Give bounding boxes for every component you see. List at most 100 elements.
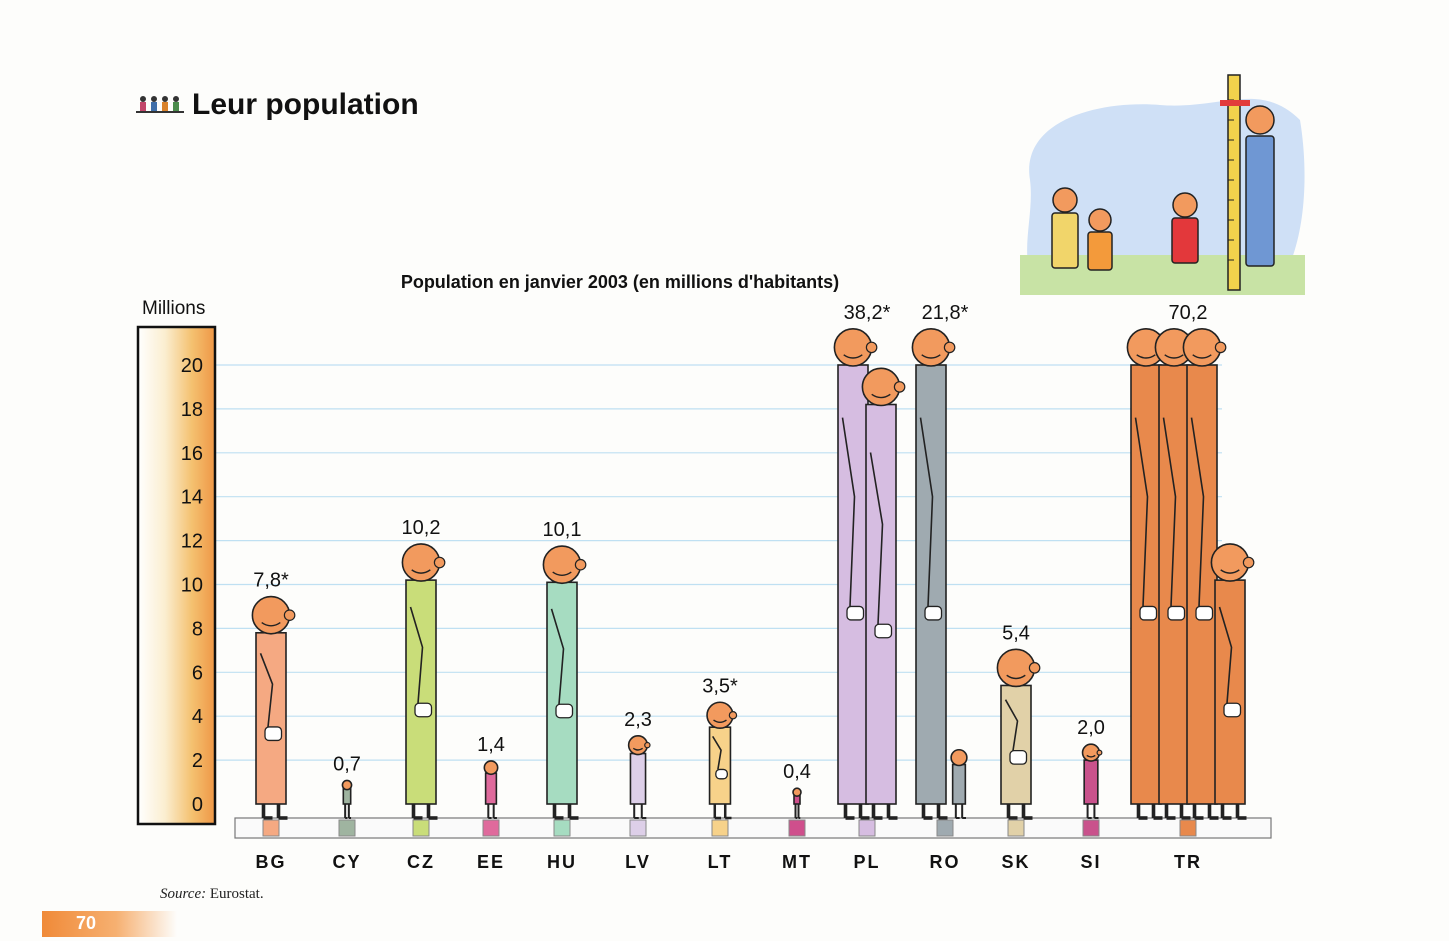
bar-arm [869,452,884,625]
bar-head [483,760,499,776]
legend-swatch [412,819,430,837]
y-axis-label: Millions [142,298,206,319]
bar-head [341,779,353,791]
data-label: 70,2 [1169,302,1208,324]
legend: BG CY CZ EE HU LV LT MT PL RO SK SI TR [256,819,1200,872]
y-axis-scale-bar [136,325,217,826]
bar-hand [1195,605,1214,621]
bar-smile [713,719,727,724]
bar-arm [409,606,424,704]
legend-swatch [338,819,356,837]
data-label: 0,4 [783,761,811,783]
legend-label: SK [1001,852,1030,872]
bar-mt: 0,4 [783,761,811,819]
bar-ee: 1,4 [477,734,505,819]
y-tick-label: 18 [181,399,203,421]
data-label: 1,4 [477,734,505,756]
y-tick-labels: 0 2 4 6 8 10 12 14 16 18 20 [181,355,203,816]
bar-smile [843,354,863,359]
bar-body [1083,759,1099,805]
bar-arm [1134,417,1149,607]
y-tick-label: 20 [181,355,203,377]
bar-ear [1214,341,1227,354]
legend-swatch [482,819,500,837]
bar-hand [264,726,283,742]
bar-ear [865,341,878,354]
bar-hand [846,605,865,621]
legend-swatch [262,819,280,837]
bar-body [255,631,287,805]
bar-head [950,748,968,767]
legend-label: LV [625,852,651,872]
legend-label: PL [853,852,880,872]
bar-smile [261,621,281,627]
legend-swatch [858,819,876,837]
bar-ear [644,741,651,749]
bar-arm [1004,699,1019,751]
source-note: Source: Eurostat. [160,886,264,902]
y-tick-label: 4 [192,706,203,728]
bar-ear [433,556,446,569]
measuring-children-illustration [1020,74,1305,295]
bar-body [951,763,967,805]
data-label: 21,8* [922,302,969,324]
bar-tr: 70,2 [1126,302,1255,820]
bar-hu: 10,1 [543,519,587,820]
bar-arm [1190,417,1205,607]
y-tick-label: 12 [181,531,203,553]
chart-title: Population en janvier 2003 (en millions … [400,272,840,292]
bar-pl: 38,2* [833,302,906,820]
bar-cy: 0,7 [333,753,361,819]
legend-label: EE [477,852,505,872]
section-title: Leur population [136,88,419,122]
bar-ear [943,341,956,354]
bar-hand [1009,750,1028,765]
data-label: 5,4 [1002,622,1030,644]
legend-swatch [553,819,571,837]
bar-body [915,364,947,805]
data-label: 10,2 [402,517,441,539]
bar-smile [921,354,941,359]
legend-label: HU [547,852,577,872]
bar-ear [574,558,587,571]
data-label: 10,1 [543,519,582,541]
bar-smile [1192,354,1212,359]
legend-label: MT [782,852,812,872]
bar-lv: 2,3 [624,709,652,819]
bar-ear [1028,662,1041,674]
bar-arm [919,417,934,607]
y-tick-label: 8 [192,618,203,640]
people-icon [136,96,184,113]
data-label: 2,3 [624,709,652,731]
bar-body [1214,579,1246,805]
bar-arm [841,417,856,607]
bar-body [837,364,869,805]
legend-swatch [936,819,954,837]
legend-swatch [629,819,647,837]
bar-cz: 10,2 [402,517,446,820]
y-tick-label: 10 [181,575,203,597]
y-tick-label: 16 [181,443,203,465]
y-tick-label: 0 [192,794,203,816]
bar-arm [711,735,722,770]
data-label: 2,0 [1077,717,1105,739]
bar-head [792,787,802,798]
bar-hand [1139,605,1158,621]
bar-body [865,403,897,805]
bar-arm [1218,606,1233,704]
bar-body [1186,364,1218,805]
bar-bg: 7,8* [251,570,296,820]
legend-swatch [788,819,806,837]
gridlines [215,364,1222,761]
bar-smile [411,569,431,574]
legend-label: RO [930,852,961,872]
bar-body [708,726,732,805]
bar-ear [728,710,738,720]
bar-ear [1096,749,1103,756]
bar-ear [893,381,906,393]
bar-arm [1162,417,1177,607]
legend-swatch [1082,819,1100,837]
data-label: 0,7 [333,753,361,775]
bar-body [629,752,647,805]
